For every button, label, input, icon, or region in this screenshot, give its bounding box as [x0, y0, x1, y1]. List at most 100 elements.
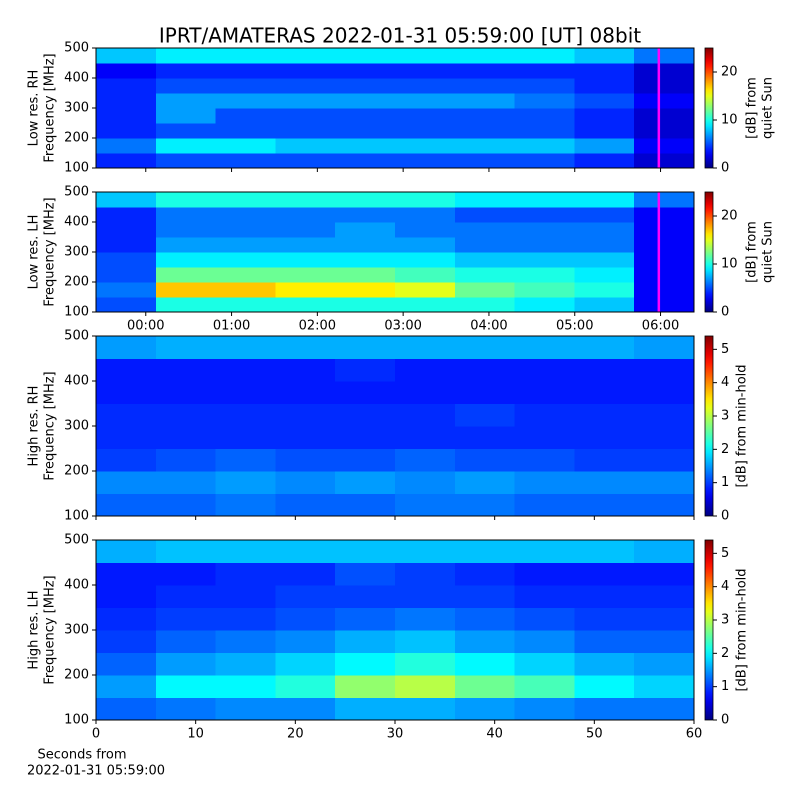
- heatmap-cell: [514, 448, 575, 472]
- heatmap-cell: [514, 426, 575, 449]
- heatmap-cell: [514, 585, 575, 608]
- heatmap-cell: [335, 93, 396, 109]
- heatmap-cell: [574, 138, 635, 154]
- heatmap-cell: [574, 282, 635, 298]
- y-axis-label: Frequency [MHz]: [43, 371, 58, 480]
- y-axis-label: High res. LH: [27, 590, 42, 669]
- colorbar-tick-label: 20: [721, 209, 738, 224]
- heatmap-cell: [275, 585, 336, 608]
- heatmap-cell: [275, 297, 336, 313]
- heatmap-cell: [155, 282, 217, 298]
- x-tick-label: 40: [486, 727, 503, 742]
- heatmap-cell: [275, 252, 336, 268]
- heatmap-cell: [634, 78, 695, 94]
- heatmap-cell: [454, 471, 516, 494]
- heatmap-cell: [275, 358, 336, 382]
- heatmap-cell: [574, 358, 635, 382]
- colorbar-label: quiet Sun: [761, 77, 776, 139]
- colorbar-tick-label: 10: [721, 113, 738, 128]
- heatmap-cell: [335, 138, 396, 154]
- heatmap-cell: [454, 93, 516, 109]
- heatmap-cell: [155, 207, 217, 223]
- heatmap-cell: [155, 448, 217, 472]
- heatmap-cell: [395, 48, 456, 64]
- heatmap-cell: [335, 448, 396, 472]
- heatmap-cell: [335, 426, 396, 449]
- heatmap-cell: [634, 222, 695, 238]
- colorbar-label: quiet Sun: [761, 221, 776, 283]
- heatmap-cell: [634, 426, 695, 449]
- heatmap-cell: [215, 78, 276, 94]
- y-tick-label: 100: [64, 161, 89, 176]
- heatmap-cell: [574, 471, 635, 494]
- colorbar: [704, 539, 714, 721]
- heatmap-cell: [275, 675, 336, 698]
- heatmap-cell: [634, 297, 695, 313]
- x-tick-label: 05:00: [556, 319, 593, 334]
- heatmap-cell: [335, 675, 396, 698]
- heatmap-cell: [335, 192, 396, 208]
- heatmap-cell: [275, 237, 336, 253]
- heatmap-cell: [215, 123, 276, 139]
- y-tick-label: 200: [64, 131, 89, 146]
- heatmap-cell: [574, 540, 635, 563]
- x-tick-label: 03:00: [384, 319, 421, 334]
- heatmap-cell: [514, 336, 575, 359]
- heatmap-cell: [335, 471, 396, 494]
- heatmap-cell: [155, 153, 217, 169]
- heatmap-cell: [634, 675, 695, 698]
- heatmap-cell: [395, 93, 456, 109]
- heatmap-cell: [574, 108, 635, 124]
- heatmap-cell: [155, 562, 217, 586]
- heatmap-cell: [335, 267, 396, 283]
- heatmap-cell: [335, 153, 396, 169]
- heatmap-cell: [215, 153, 276, 169]
- heatmap-cell: [454, 675, 516, 698]
- heatmap-cell: [634, 123, 695, 139]
- heatmap-cell: [395, 403, 456, 427]
- heatmap-cell: [514, 697, 575, 721]
- heatmap-cell: [395, 207, 456, 223]
- heatmap-cell: [395, 381, 456, 404]
- heatmap-cell: [96, 192, 157, 208]
- y-tick-label: 400: [64, 71, 89, 86]
- x-tick-label: 30: [387, 727, 404, 742]
- heatmap-cell: [155, 192, 217, 208]
- heatmap-cell: [335, 493, 396, 517]
- heatmap-cell: [275, 78, 336, 94]
- heatmap-cell: [96, 336, 157, 359]
- heatmap-cell: [155, 138, 217, 154]
- colorbar-tick-label: 0: [721, 161, 729, 176]
- heatmap-cell: [335, 652, 396, 676]
- heatmap-cell: [634, 153, 695, 169]
- heatmap-cell: [514, 108, 575, 124]
- heatmap-cell: [275, 607, 336, 631]
- heatmap-cell: [514, 252, 575, 268]
- heatmap-cell: [155, 297, 217, 313]
- heatmap-cell: [155, 237, 217, 253]
- heatmap-cell: [514, 562, 575, 586]
- heatmap-cell: [634, 192, 695, 208]
- heatmap-cell: [215, 540, 276, 563]
- heatmap-cell: [215, 607, 276, 631]
- heatmap-cell: [395, 630, 456, 653]
- heatmap-cell: [215, 585, 276, 608]
- heatmap-cell: [514, 237, 575, 253]
- heatmap-cell: [275, 222, 336, 238]
- heatmap-cell: [335, 297, 396, 313]
- heatmap-cell: [155, 585, 217, 608]
- heatmap-cell: [335, 630, 396, 653]
- y-axis-label: Frequency [MHz]: [43, 53, 58, 162]
- heatmap-cell: [514, 630, 575, 653]
- heatmap-cell: [454, 448, 516, 472]
- heatmap-cell: [155, 493, 217, 517]
- heatmap-cell: [96, 426, 157, 449]
- heatmap-cell: [454, 108, 516, 124]
- heatmap-cell: [395, 252, 456, 268]
- heatmap-cell: [634, 607, 695, 631]
- heatmap-cell: [574, 93, 635, 109]
- heatmap-cell: [155, 426, 217, 449]
- heatmap-cell: [514, 607, 575, 631]
- heatmap-cell: [275, 138, 336, 154]
- heatmap-cell: [155, 381, 217, 404]
